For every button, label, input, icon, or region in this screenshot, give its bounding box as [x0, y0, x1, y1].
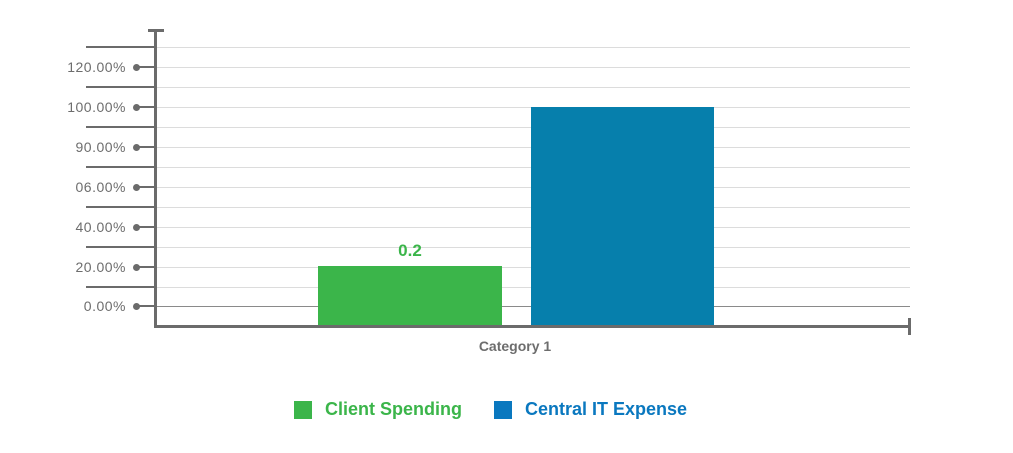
minor-tick-line: [86, 86, 156, 88]
y-axis-cap: [148, 29, 164, 32]
tick-dot-icon: [133, 184, 140, 191]
tick-mark: [137, 226, 156, 228]
data-label-client-spending: 0.2: [398, 241, 422, 260]
tick-mark: [137, 305, 156, 307]
x-axis-cap: [908, 318, 911, 335]
minor-tick-line: [86, 126, 156, 128]
tick-dot-icon: [133, 104, 140, 111]
y-tick-label: 20.00%: [75, 259, 126, 275]
legend-label: Client Spending: [325, 399, 462, 419]
gridline: [156, 47, 910, 48]
minor-tick-line: [86, 246, 156, 248]
tick-mark: [137, 66, 156, 68]
tick-dot-icon: [133, 144, 140, 151]
tick-mark: [137, 266, 156, 268]
bar-client-spending: [318, 266, 502, 326]
legend-label: Central IT Expense: [525, 399, 688, 419]
minor-tick-line: [86, 166, 156, 168]
tick-mark: [137, 146, 156, 148]
gridline: [156, 67, 910, 68]
x-category-label: Category 1: [478, 338, 552, 354]
legend-item-central-it-expense: Central IT Expense: [494, 399, 687, 420]
tick-mark: [137, 106, 156, 108]
y-tick-label: 06.00%: [75, 179, 126, 195]
y-tick-label: 100.00%: [67, 99, 126, 115]
legend-swatch-icon: [494, 400, 512, 419]
y-tick-label: 90.00%: [75, 139, 126, 155]
x-axis: [154, 325, 911, 328]
minor-tick-line: [86, 206, 156, 208]
y-axis: [154, 30, 157, 328]
tick-dot-icon: [133, 64, 140, 71]
y-tick-label: 120.00%: [67, 59, 126, 75]
tick-dot-icon: [133, 224, 140, 231]
legend-item-client-spending: Client Spending: [294, 399, 462, 420]
tick-dot-icon: [133, 303, 140, 310]
tick-dot-icon: [133, 264, 140, 271]
minor-tick-line: [86, 46, 156, 48]
minor-tick-line: [86, 286, 156, 288]
y-tick-label: 0.00%: [83, 298, 126, 314]
bar-central-it-expense: [531, 107, 714, 326]
y-tick-label: 40.00%: [75, 219, 126, 235]
tick-mark: [137, 186, 156, 188]
legend-swatch-icon: [294, 400, 312, 419]
gridline: [156, 87, 910, 88]
legend: Client Spending Central IT Expense: [294, 399, 719, 420]
